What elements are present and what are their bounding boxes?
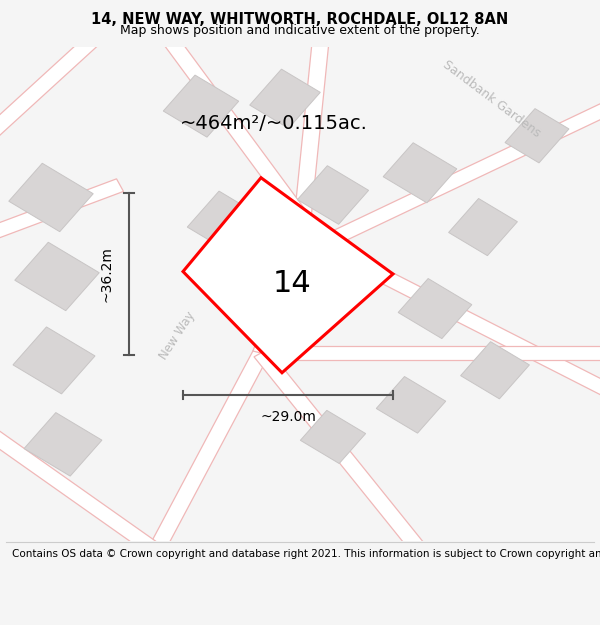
- Polygon shape: [24, 412, 102, 476]
- Text: ~29.0m: ~29.0m: [260, 410, 316, 424]
- Polygon shape: [15, 242, 99, 311]
- Polygon shape: [298, 166, 368, 224]
- Polygon shape: [163, 75, 239, 137]
- Polygon shape: [183, 177, 393, 372]
- Polygon shape: [148, 350, 269, 553]
- Polygon shape: [0, 427, 161, 556]
- Polygon shape: [227, 254, 289, 304]
- Text: Contains OS data © Crown copyright and database right 2021. This information is : Contains OS data © Crown copyright and d…: [12, 549, 600, 559]
- Polygon shape: [461, 342, 529, 399]
- Text: 14, NEW WAY, WHITWORTH, ROCHDALE, OL12 8AN: 14, NEW WAY, WHITWORTH, ROCHDALE, OL12 8…: [91, 12, 509, 27]
- Text: 14: 14: [272, 269, 311, 298]
- Polygon shape: [505, 109, 569, 163]
- Polygon shape: [301, 411, 365, 464]
- Polygon shape: [0, 179, 124, 241]
- Text: New Way: New Way: [157, 309, 197, 362]
- Polygon shape: [398, 279, 472, 339]
- Polygon shape: [161, 33, 328, 248]
- Polygon shape: [317, 100, 600, 251]
- Polygon shape: [253, 242, 308, 355]
- Polygon shape: [9, 163, 93, 232]
- Polygon shape: [261, 346, 600, 360]
- Polygon shape: [13, 327, 95, 394]
- Polygon shape: [449, 199, 517, 256]
- Polygon shape: [0, 32, 102, 141]
- Polygon shape: [254, 349, 427, 554]
- Text: Sandbank Gardens: Sandbank Gardens: [440, 58, 544, 139]
- Polygon shape: [250, 69, 320, 128]
- Polygon shape: [317, 239, 600, 398]
- Polygon shape: [376, 376, 446, 433]
- Polygon shape: [292, 36, 329, 245]
- Text: ~464m²/~0.115ac.: ~464m²/~0.115ac.: [180, 114, 368, 133]
- Text: Map shows position and indicative extent of the property.: Map shows position and indicative extent…: [120, 24, 480, 36]
- Polygon shape: [383, 142, 457, 203]
- Text: ~36.2m: ~36.2m: [100, 246, 114, 302]
- Polygon shape: [187, 191, 263, 253]
